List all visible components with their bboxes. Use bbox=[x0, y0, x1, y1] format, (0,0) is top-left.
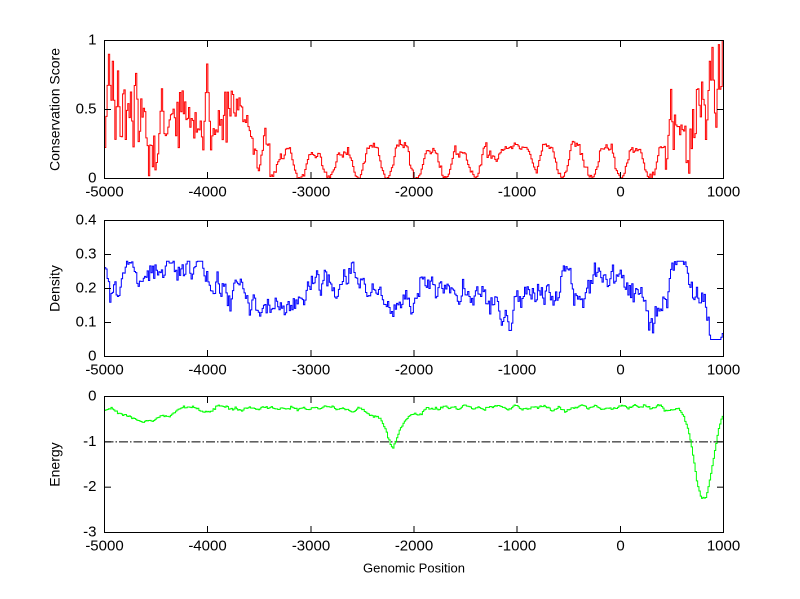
svg-text:1000: 1000 bbox=[707, 184, 740, 201]
svg-text:0: 0 bbox=[88, 170, 96, 187]
svg-text:-1000: -1000 bbox=[498, 538, 536, 555]
svg-text:Energy: Energy bbox=[47, 442, 63, 486]
svg-text:Density: Density bbox=[47, 265, 63, 312]
svg-text:-1: -1 bbox=[83, 433, 96, 450]
svg-text:0: 0 bbox=[616, 538, 624, 555]
svg-text:-3000: -3000 bbox=[292, 538, 330, 555]
svg-text:1000: 1000 bbox=[707, 362, 740, 379]
svg-text:-2000: -2000 bbox=[395, 184, 433, 201]
svg-text:0: 0 bbox=[88, 388, 96, 405]
svg-text:-3000: -3000 bbox=[292, 184, 330, 201]
svg-text:0.5: 0.5 bbox=[76, 101, 97, 118]
svg-text:0: 0 bbox=[616, 362, 624, 379]
svg-text:0: 0 bbox=[88, 348, 96, 365]
svg-text:Genomic Position: Genomic Position bbox=[363, 561, 465, 576]
svg-text:-4000: -4000 bbox=[188, 538, 226, 555]
svg-text:1000: 1000 bbox=[707, 538, 740, 555]
svg-text:0.1: 0.1 bbox=[76, 314, 97, 331]
svg-text:-2: -2 bbox=[83, 478, 96, 495]
svg-text:-3: -3 bbox=[83, 524, 96, 541]
svg-text:0.2: 0.2 bbox=[76, 280, 97, 297]
svg-text:-2000: -2000 bbox=[395, 362, 433, 379]
svg-text:-2000: -2000 bbox=[395, 538, 433, 555]
svg-text:-3000: -3000 bbox=[292, 362, 330, 379]
svg-text:-4000: -4000 bbox=[188, 362, 226, 379]
svg-text:-1000: -1000 bbox=[498, 184, 536, 201]
svg-text:-4000: -4000 bbox=[188, 184, 226, 201]
svg-text:0: 0 bbox=[616, 184, 624, 201]
svg-text:-1000: -1000 bbox=[498, 362, 536, 379]
svg-text:0.4: 0.4 bbox=[76, 212, 97, 229]
svg-text:1: 1 bbox=[88, 32, 96, 49]
svg-text:Conservation Score: Conservation Score bbox=[47, 48, 63, 171]
svg-text:0.3: 0.3 bbox=[76, 246, 97, 263]
